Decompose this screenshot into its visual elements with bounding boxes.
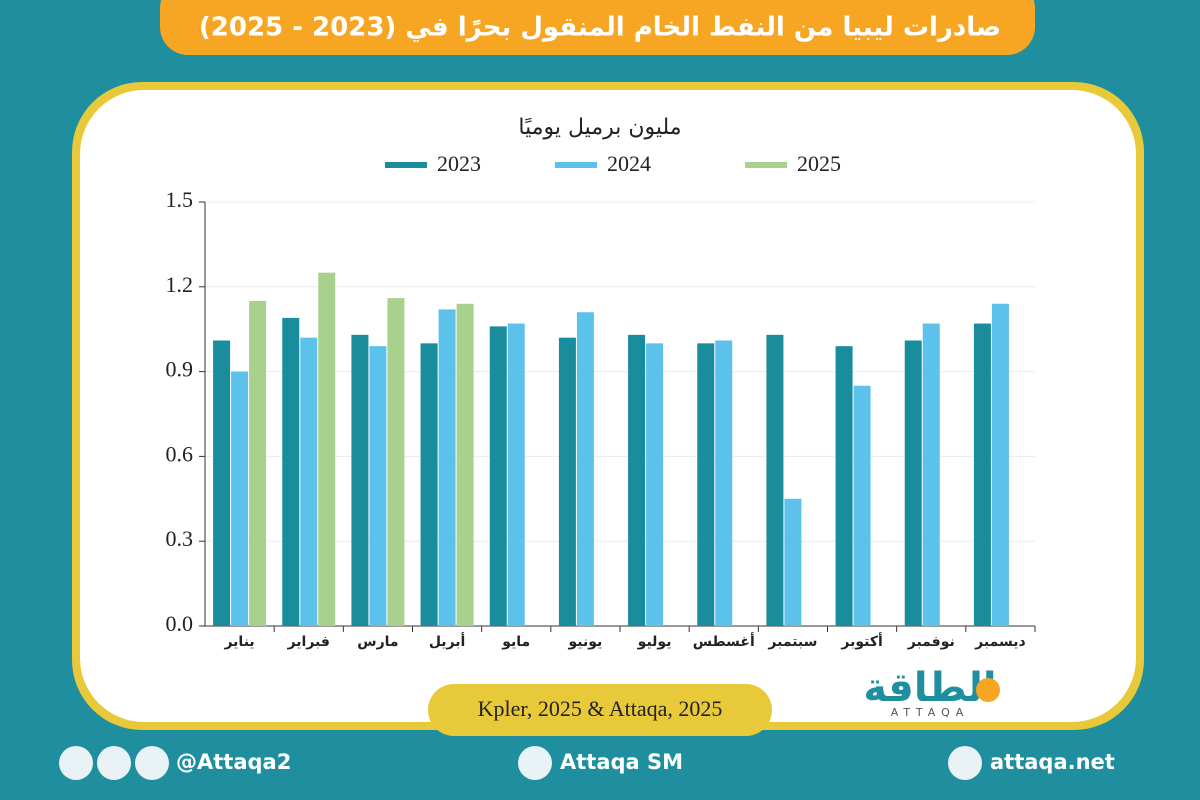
bar xyxy=(784,498,802,626)
bar xyxy=(456,303,474,626)
logo-drop xyxy=(976,678,1000,702)
bar xyxy=(369,346,387,626)
bar xyxy=(991,303,1009,626)
bar xyxy=(351,334,369,626)
bar xyxy=(318,272,336,626)
youtube-icon[interactable] xyxy=(518,746,552,780)
y-tick-label: 0.6 xyxy=(166,441,194,466)
source: Kpler, 2025 & Attaqa, 2025 xyxy=(478,696,723,721)
bar xyxy=(420,343,438,626)
y-tick-label: 1.5 xyxy=(166,187,194,212)
bar xyxy=(922,323,940,626)
bar xyxy=(213,340,231,626)
title: صادرات ليبيا من النفط الخام المنقول بحرً… xyxy=(199,13,1001,43)
bar xyxy=(231,371,249,626)
x-tick-label: نوفمبر xyxy=(907,634,955,650)
logo-name: الطاقة xyxy=(863,665,996,711)
x-tick-label: أكتوبر xyxy=(840,632,882,650)
legend-label: 2023 xyxy=(437,151,481,176)
legend-swatch xyxy=(555,162,597,168)
source-pill xyxy=(428,684,772,736)
bar xyxy=(835,346,853,626)
bar xyxy=(904,340,922,626)
unit-label: مليون برميل يوميًا xyxy=(518,115,681,140)
x-tick-label: فبراير xyxy=(287,634,330,650)
bar xyxy=(300,337,318,626)
bar xyxy=(489,326,507,626)
x-tick-label: يونيو xyxy=(568,634,603,650)
x-icon[interactable] xyxy=(59,746,93,780)
bar xyxy=(507,323,525,626)
title-banner xyxy=(160,0,1035,55)
web-icon[interactable] xyxy=(948,746,982,780)
bar xyxy=(249,300,267,626)
bar xyxy=(853,385,871,626)
bar xyxy=(438,309,456,626)
y-tick-label: 1.2 xyxy=(166,272,194,297)
bar xyxy=(628,334,646,626)
bar xyxy=(973,323,991,626)
x-tick-label: يناير xyxy=(223,634,254,650)
x-tick-label: سبتمبر xyxy=(767,634,817,650)
logo-latin: ATTAQA xyxy=(891,706,970,719)
bar xyxy=(646,343,664,626)
bar xyxy=(387,298,405,626)
website[interactable]: attaqa.net xyxy=(990,750,1115,774)
legend-label: 2024 xyxy=(607,151,651,176)
bar xyxy=(282,317,300,626)
legend-swatch xyxy=(745,162,787,168)
bar xyxy=(576,312,594,626)
bar xyxy=(558,337,576,626)
y-tick-label: 0.3 xyxy=(166,526,194,551)
x-tick-label: يوليو xyxy=(637,634,672,650)
y-tick-label: 0.0 xyxy=(166,611,194,636)
x-tick-label: مارس xyxy=(357,634,398,650)
card xyxy=(80,90,1136,722)
x-tick-label: ديسمبر xyxy=(974,634,1026,650)
bar xyxy=(766,334,784,626)
facebook-icon[interactable] xyxy=(135,746,169,780)
social-handle[interactable]: @Attaqa2 xyxy=(176,750,291,774)
instagram-icon[interactable] xyxy=(97,746,131,780)
social-icons xyxy=(59,746,982,780)
x-tick-label: مايو xyxy=(501,634,530,650)
x-tick-label: أغسطس xyxy=(693,632,755,650)
legend-swatch xyxy=(385,162,427,168)
x-tick-label: أبريل xyxy=(429,632,466,650)
bar xyxy=(697,343,715,626)
youtube-handle[interactable]: Attaqa SM xyxy=(560,750,683,774)
y-tick-label: 0.9 xyxy=(166,357,194,382)
legend-label: 2025 xyxy=(797,151,841,176)
bar xyxy=(715,340,733,626)
